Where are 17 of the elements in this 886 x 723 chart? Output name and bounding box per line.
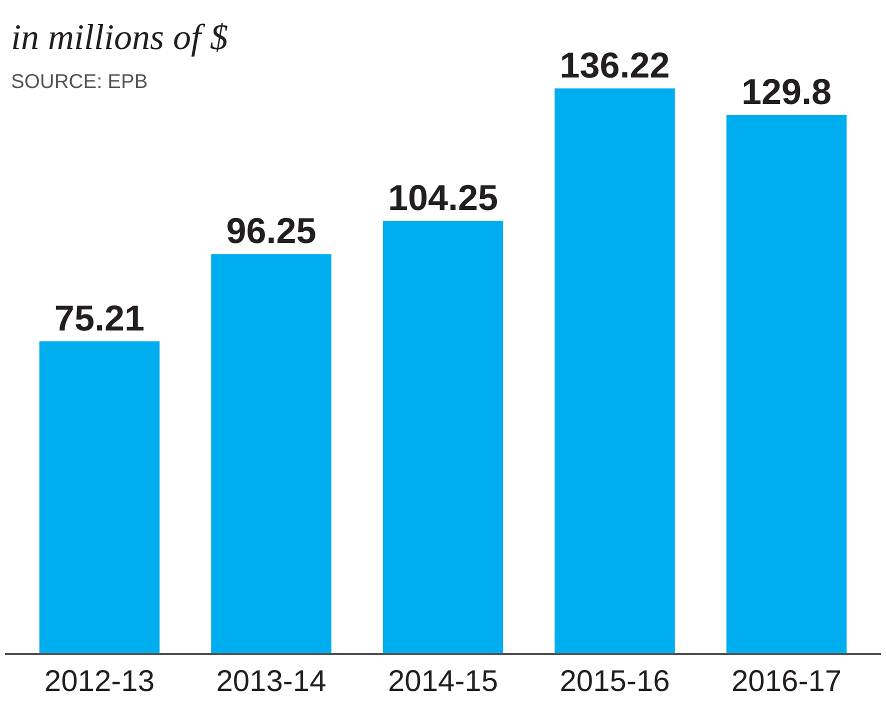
- x-tick-label: 2013-14: [216, 665, 326, 698]
- bar: [211, 254, 332, 653]
- bar: [39, 341, 160, 653]
- data-label: 75.21: [54, 297, 145, 338]
- data-label: 96.25: [226, 210, 316, 252]
- bar: [382, 220, 504, 653]
- x-tick-label: 2016-17: [731, 665, 842, 698]
- x-tick-label: 2012-13: [44, 665, 155, 698]
- x-tick-label: 2015-16: [560, 665, 670, 698]
- bar: [726, 115, 847, 653]
- data-label: 104.25: [388, 176, 498, 218]
- x-tick-label: 2014-15: [388, 665, 498, 698]
- data-label: 129.8: [741, 71, 832, 112]
- data-label: 136.22: [560, 44, 670, 86]
- chart-subtitle: in millions of $: [11, 17, 228, 57]
- annotation: SOURCE: EPB: [11, 71, 148, 93]
- bar: [554, 88, 675, 653]
